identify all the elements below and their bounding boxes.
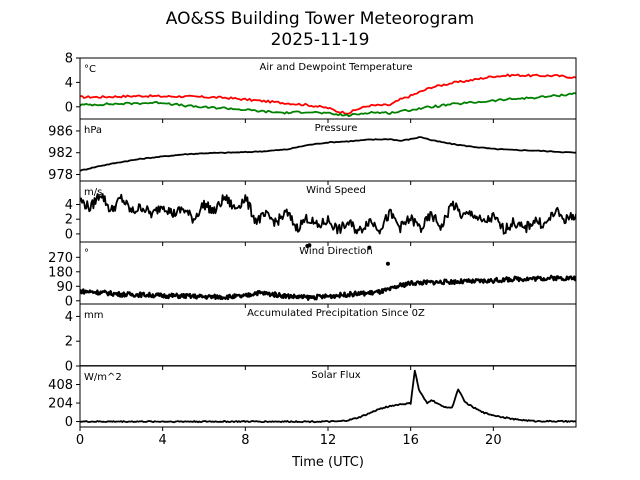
y-tick-label: 0 (65, 100, 73, 115)
y-tick-label: 180 (48, 265, 73, 280)
x-tick-label: 4 (159, 433, 167, 448)
panel-title: Wind Direction (299, 246, 373, 257)
y-tick-label: 4 (65, 76, 73, 91)
panel-pressure: 978 982 986 hPa Pressure (48, 118, 577, 185)
panels: 048°C Air and Dewpoint Temperature9789829… (48, 52, 577, 448)
x-tick-label: 16 (402, 433, 419, 448)
series-line-wind-direction (80, 274, 576, 301)
y-tick-label: 0 (65, 227, 73, 242)
y-tick-label: 2 (65, 335, 73, 350)
x-tick-label: 20 (485, 433, 502, 448)
chart-title: AO&SS Building Tower Meteorogram (166, 9, 474, 29)
x-tick-label: 0 (76, 433, 84, 448)
panel-precip: 0 2 4 mm Accumulated Precipitation Since 0Z (65, 303, 577, 375)
panel-unit-label: hPa (84, 125, 102, 136)
y-tick-label: 0 (65, 360, 73, 375)
wind-direction-point (367, 245, 372, 250)
x-tick-label: 12 (320, 433, 337, 448)
y-tick-label: 90 (56, 280, 73, 295)
y-tick-label: 204 (48, 397, 73, 412)
panel-solar: 0 204 408 W/m^2 Solar Flux (48, 365, 577, 431)
panel-title: Wind Speed (306, 185, 366, 196)
series-group-wind_dir (80, 243, 576, 301)
series-group-pressure (80, 136, 576, 172)
y-tick-label: 270 (48, 251, 73, 266)
panel-wind_speed: 024 m/s Wind Speed (65, 180, 577, 246)
series-line-pressure (80, 136, 576, 172)
panel-title: Air and Dewpoint Temperature (260, 62, 413, 73)
chart-date: 2025-11-19 (271, 30, 370, 50)
series-line-air-temperature (80, 73, 576, 115)
panel-unit-label: °C (84, 64, 96, 75)
series-group-solar (80, 369, 576, 424)
y-tick-label: 4 (65, 198, 73, 213)
y-tick-label: 408 (48, 378, 73, 393)
x-axis-label: Time (UTC) (291, 455, 364, 470)
panel-title: Pressure (315, 123, 358, 134)
panel-unit-label: m/s (84, 187, 102, 198)
series-line-wind-speed (80, 193, 576, 235)
series-group-wind_speed (80, 193, 576, 235)
wind-direction-point (307, 243, 312, 248)
y-tick-label: 2 (65, 213, 73, 228)
panel-unit-label: W/m^2 (84, 372, 122, 383)
series-line-solar-flux (80, 369, 576, 424)
y-tick-label: 0 (65, 415, 73, 430)
y-tick-label: 986 (48, 124, 73, 139)
panel-title: Accumulated Precipitation Since 0Z (247, 308, 425, 319)
y-tick-label: 978 (48, 168, 73, 183)
panel-title: Solar Flux (311, 370, 361, 381)
y-tick-label: 8 (65, 52, 73, 67)
panel-unit-label: ° (84, 248, 89, 259)
y-tick-label: 982 (48, 146, 73, 161)
series-group-temp (80, 73, 576, 118)
y-tick-label: 0 (65, 294, 73, 309)
x-tick-label: 8 (241, 433, 249, 448)
wind-direction-point (385, 261, 390, 266)
y-tick-label: 4 (65, 310, 73, 325)
panel-temp: 0 4 8 °C Air and Dewpoint Temperature (65, 52, 577, 123)
panel-unit-label: mm (84, 310, 103, 321)
series-line-dewpoint (80, 92, 576, 118)
